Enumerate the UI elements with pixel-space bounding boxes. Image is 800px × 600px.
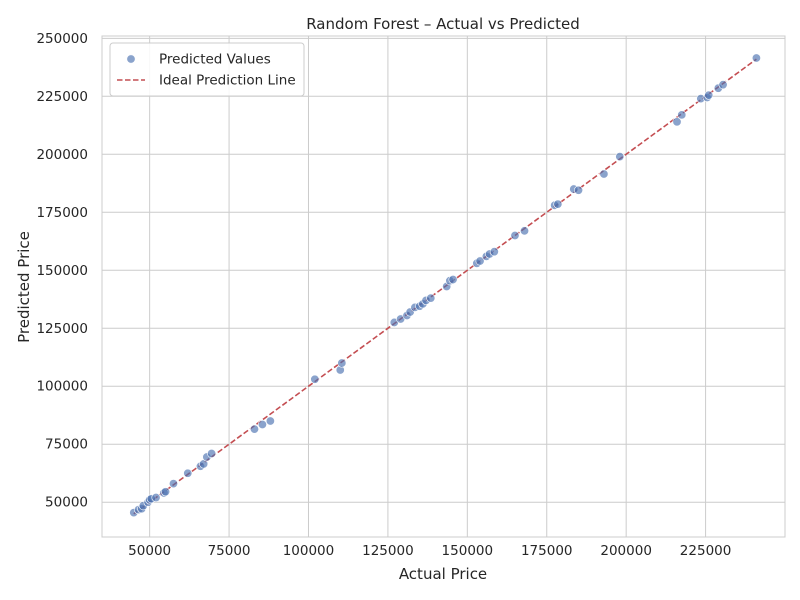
- y-tick-label: 175000: [36, 205, 88, 221]
- x-axis-label: Actual Price: [399, 565, 487, 583]
- data-point: [475, 256, 485, 266]
- data-point: [337, 358, 347, 368]
- y-tick-label: 150000: [36, 263, 88, 279]
- x-tick-label: 100000: [283, 543, 335, 559]
- data-point: [599, 169, 609, 179]
- data-point: [168, 479, 178, 489]
- x-tick-label: 175000: [521, 543, 573, 559]
- data-point: [677, 110, 687, 120]
- x-tick-label: 225000: [680, 543, 732, 559]
- data-point: [489, 247, 499, 257]
- y-tick-label: 200000: [36, 147, 88, 163]
- data-point: [426, 293, 436, 303]
- data-point: [161, 487, 171, 497]
- data-point: [718, 80, 728, 90]
- x-tick-label: 50000: [128, 543, 171, 559]
- x-tick-label: 200000: [600, 543, 652, 559]
- data-point: [704, 90, 714, 100]
- y-tick-label: 250000: [36, 31, 88, 47]
- data-point: [265, 416, 275, 426]
- data-point: [520, 226, 530, 236]
- x-tick-label: 125000: [362, 543, 414, 559]
- x-tick-labels: 50000 75000 100000 125000 150000 175000 200000…: [128, 543, 731, 559]
- data-point: [448, 275, 458, 285]
- legend: Predicted Values Ideal Prediction Line: [109, 42, 305, 97]
- data-point: [183, 468, 193, 478]
- data-point: [574, 185, 584, 195]
- data-point: [310, 374, 320, 384]
- x-tick-label: 75000: [208, 543, 251, 559]
- y-tick-label: 125000: [36, 321, 88, 337]
- data-point: [672, 117, 682, 127]
- x-tick-label: 150000: [442, 543, 494, 559]
- legend-label-ideal-line: Ideal Prediction Line: [159, 73, 296, 89]
- data-point: [615, 152, 625, 162]
- legend-marker-predicted-values: [126, 54, 136, 64]
- data-point: [151, 493, 161, 503]
- y-tick-label: 75000: [45, 437, 88, 453]
- legend-label-predicted-values: Predicted Values: [159, 52, 271, 68]
- y-axis-label: Predicted Price: [15, 231, 33, 343]
- scatter-points: [129, 53, 761, 518]
- grid: [102, 36, 785, 537]
- y-tick-label: 50000: [45, 495, 88, 511]
- data-point: [207, 448, 217, 458]
- legend-box: [109, 42, 305, 97]
- data-point: [249, 424, 259, 434]
- y-tick-labels: 50000 75000 100000 125000 150000 175000 200000…: [36, 31, 88, 511]
- data-point: [510, 230, 520, 240]
- y-tick-label: 100000: [36, 379, 88, 395]
- chart-title: Random Forest – Actual vs Predicted: [306, 15, 580, 33]
- data-point: [751, 53, 761, 63]
- y-tick-label: 225000: [36, 89, 88, 105]
- data-point: [257, 420, 267, 430]
- data-point: [553, 199, 563, 209]
